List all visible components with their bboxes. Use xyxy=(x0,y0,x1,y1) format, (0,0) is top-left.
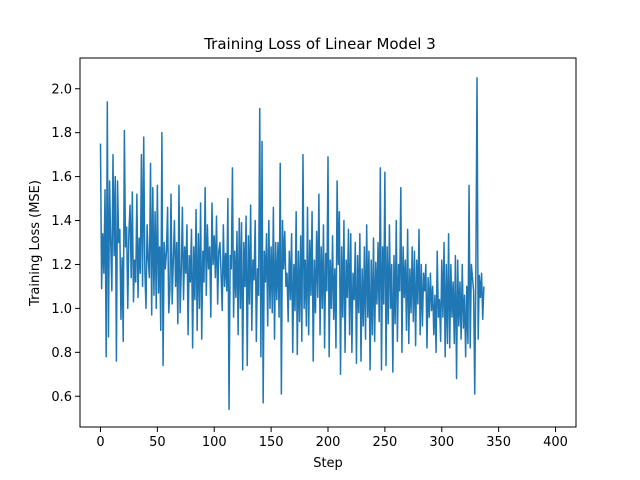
loss-series-line xyxy=(99,77,485,411)
x-tick-label: 250 xyxy=(372,435,397,450)
y-tick-label: 1.4 xyxy=(51,214,72,229)
x-tick-label: 300 xyxy=(429,435,454,450)
y-tick-label: 2.0 xyxy=(51,82,72,97)
x-tick-label: 150 xyxy=(259,435,284,450)
y-axis-ticks: 0.6 0.8 1.0 1.2 1.4 1.6 1.8 2.0 xyxy=(51,82,80,405)
x-tick-label: 100 xyxy=(202,435,227,450)
chart-title: Training Loss of Linear Model 3 xyxy=(203,35,436,53)
x-tick-label: 400 xyxy=(543,435,568,450)
y-tick-label: 1.2 xyxy=(51,258,72,273)
y-tick-label: 0.8 xyxy=(51,346,72,361)
y-tick-label: 0.6 xyxy=(51,390,72,405)
y-tick-label: 1.6 xyxy=(51,170,72,185)
x-axis-label: Step xyxy=(313,456,343,471)
y-axis-label: Training Loss (MSE) xyxy=(28,180,43,307)
x-tick-label: 50 xyxy=(149,435,166,450)
x-tick-label: 200 xyxy=(316,435,341,450)
x-tick-label: 350 xyxy=(486,435,511,450)
x-tick-label: 0 xyxy=(96,435,104,450)
plot-area xyxy=(79,57,577,428)
x-axis-ticks: 0 50 100 150 200 250 300 350 400 xyxy=(96,427,568,450)
y-tick-label: 1.0 xyxy=(51,302,72,317)
y-tick-label: 1.8 xyxy=(51,126,72,141)
